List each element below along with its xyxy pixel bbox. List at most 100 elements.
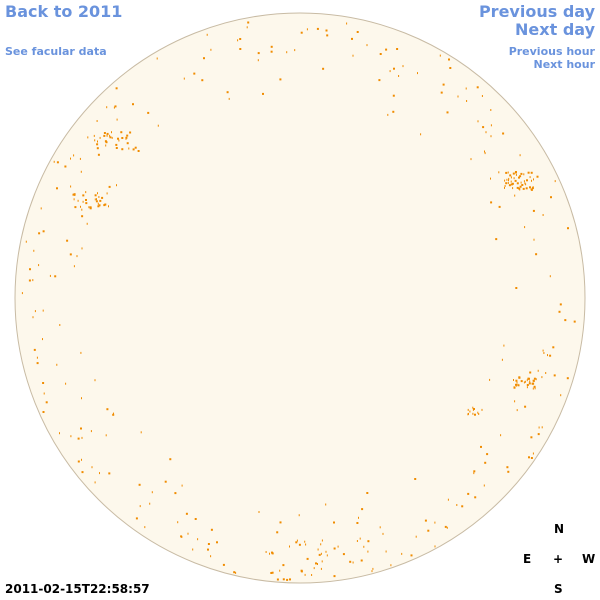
facula (85, 202, 88, 205)
facula (304, 540, 306, 543)
facula (505, 171, 508, 174)
facula (132, 103, 134, 106)
facula (28, 279, 31, 282)
facula (543, 352, 545, 354)
facula (106, 134, 108, 137)
facula (490, 135, 492, 138)
facula (553, 374, 556, 377)
facula (147, 111, 150, 114)
facula (53, 160, 55, 163)
facula (300, 31, 303, 34)
facula (42, 230, 45, 233)
facula (77, 437, 80, 440)
facula (151, 491, 153, 494)
facula (105, 141, 108, 144)
facula (507, 470, 510, 473)
facula (276, 531, 279, 534)
facula (113, 106, 115, 109)
facula (318, 553, 321, 556)
facula (56, 363, 58, 366)
facula (116, 118, 118, 121)
facula (105, 434, 107, 437)
facula (552, 346, 555, 349)
facula (247, 21, 250, 24)
facula (448, 58, 450, 61)
facula (80, 205, 81, 208)
facula (385, 48, 388, 51)
next-day-link[interactable]: Next day (515, 20, 595, 39)
facula (521, 184, 524, 186)
facula (109, 136, 112, 139)
facula (467, 413, 469, 416)
facula (533, 377, 536, 380)
facula (109, 134, 111, 137)
facula (207, 548, 209, 551)
facula (121, 137, 124, 139)
facula (265, 551, 267, 553)
facula (501, 358, 503, 361)
facula (295, 541, 298, 544)
facula (526, 179, 528, 182)
facula (157, 124, 159, 127)
facula (417, 72, 418, 75)
facula (97, 140, 98, 143)
facula (97, 192, 98, 195)
facula (532, 387, 534, 390)
facula (389, 70, 391, 73)
facula (510, 180, 512, 183)
facula (515, 287, 518, 289)
facula (356, 522, 359, 524)
facula (103, 204, 106, 207)
facula (103, 132, 106, 134)
next-hour-link[interactable]: Next hour (533, 58, 596, 71)
previous-day-link[interactable]: Previous day (478, 2, 595, 21)
back-link[interactable]: Back to 2011 (5, 2, 123, 21)
facula (526, 386, 528, 389)
facula (473, 470, 476, 473)
facula (113, 412, 114, 415)
facula (498, 171, 500, 174)
facula (282, 564, 285, 567)
facular-link[interactable]: See facular data (5, 45, 107, 58)
facula (367, 550, 369, 553)
facula (286, 51, 288, 54)
facula (513, 177, 515, 180)
facula (522, 187, 525, 190)
facula (29, 268, 31, 271)
previous-hour-link[interactable]: Previous hour (508, 45, 595, 58)
facula (482, 126, 485, 129)
facula (320, 552, 322, 555)
facula (21, 292, 23, 295)
facula (138, 483, 141, 486)
facula (94, 198, 96, 201)
facula (270, 50, 273, 53)
facula (515, 173, 517, 176)
facula (88, 206, 90, 209)
facula (476, 86, 479, 89)
facula (38, 264, 40, 267)
facula (528, 377, 530, 380)
facula (126, 134, 129, 137)
facula (520, 380, 523, 383)
facula (529, 176, 531, 179)
facula (174, 492, 177, 495)
facula (536, 175, 539, 178)
facula (246, 26, 248, 29)
facula (518, 187, 521, 190)
facula (478, 413, 480, 415)
facula (82, 194, 85, 197)
facula (337, 545, 339, 548)
facula (352, 54, 354, 57)
facula (74, 206, 77, 209)
facula (549, 275, 551, 278)
facula (106, 408, 109, 411)
facula (321, 560, 323, 563)
facula (361, 508, 364, 511)
facula (197, 538, 199, 541)
facula (32, 279, 34, 282)
facula (144, 526, 146, 529)
facula (542, 214, 544, 216)
facula (326, 34, 329, 37)
facula (276, 578, 279, 581)
facula (85, 199, 87, 201)
